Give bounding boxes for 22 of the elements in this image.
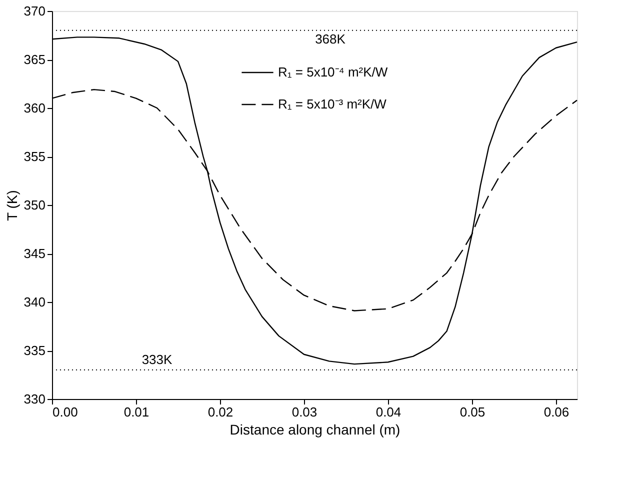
legend-label: R₁ = 5x10⁻⁴ m²K/W <box>278 64 388 80</box>
y-tick-label: 360 <box>24 100 46 116</box>
ref-line-label: 368K <box>315 31 346 46</box>
x-tick-label: 0.01 <box>124 404 150 420</box>
y-tick-label: 365 <box>24 52 46 67</box>
y-tick-label: 370 <box>24 4 46 18</box>
y-tick-label: 355 <box>24 149 46 164</box>
x-tick-label: 0.06 <box>544 404 570 420</box>
x-tick-label: 0.05 <box>460 404 486 420</box>
x-axis-title: Distance along channel (m) <box>230 422 400 438</box>
x-tick-label: 0.02 <box>208 404 234 420</box>
y-tick-label: 340 <box>24 294 46 310</box>
ref-line-label: 333K <box>142 352 172 367</box>
y-tick-label: 350 <box>24 198 46 212</box>
y-tick-label: 335 <box>24 343 46 358</box>
y-tick-label: 330 <box>24 392 46 406</box>
y-axis-title: T (K) <box>4 190 20 221</box>
x-tick-label: 0.04 <box>376 404 402 420</box>
x-tick-label: 0.00 <box>52 404 78 420</box>
x-tick-label: 0.03 <box>292 404 318 420</box>
legend-label: R₁ = 5x10⁻³ m²K/W <box>278 96 388 112</box>
y-tick-label: 345 <box>24 246 46 261</box>
